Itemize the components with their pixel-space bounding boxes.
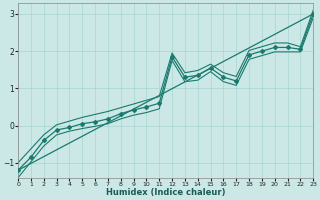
X-axis label: Humidex (Indice chaleur): Humidex (Indice chaleur) xyxy=(106,188,225,197)
